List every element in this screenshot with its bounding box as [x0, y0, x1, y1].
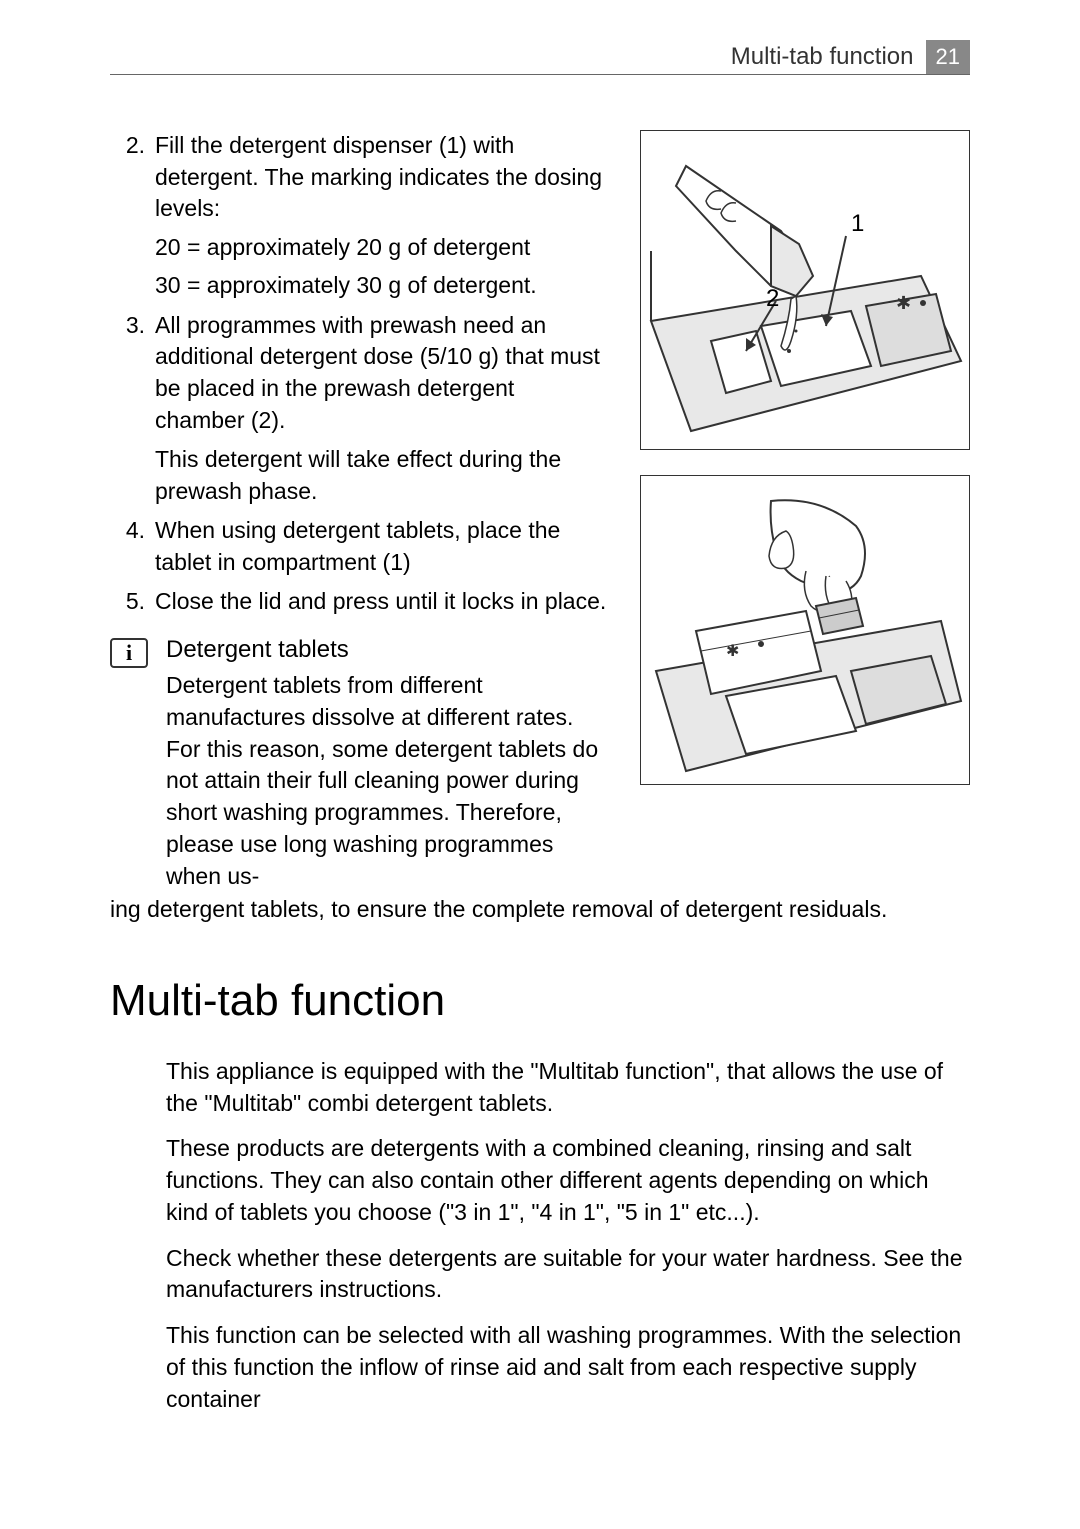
info-icon: i — [110, 638, 148, 668]
illustration-detergent-fill: ✱ — [641, 131, 971, 451]
info-icon-label: i — [126, 640, 132, 666]
fig1-label1: 1 — [851, 210, 864, 237]
right-column: ✱ — [640, 130, 970, 892]
list-item-4: 4. When using detergent tablets, place t… — [155, 515, 610, 578]
item-number: 5. — [110, 586, 145, 618]
item-text: When using detergent tablets, place the … — [155, 517, 560, 575]
list-item-5: 5. Close the lid and press until it lock… — [155, 586, 610, 618]
svg-text:✱: ✱ — [896, 293, 911, 313]
info-content: Detergent tablets Detergent tablets from… — [166, 636, 610, 892]
svg-text:✱: ✱ — [726, 643, 739, 660]
fig1-label2: 2 — [766, 285, 779, 312]
content-area: 2. Fill the detergent dispenser (1) with… — [110, 130, 970, 1429]
illustration-tablet-place: ✱ — [641, 476, 971, 786]
page-number: 21 — [926, 40, 970, 74]
section-p3: Check whether these detergents are suita… — [110, 1243, 970, 1306]
figure-detergent-fill: ✱ — [640, 130, 970, 450]
list-item-3: 3. All programmes with prewash need an a… — [155, 310, 610, 507]
info-body-part2: ing detergent tablets, to ensure the com… — [110, 894, 970, 926]
item-number: 4. — [110, 515, 145, 547]
two-column-layout: 2. Fill the detergent dispenser (1) with… — [110, 130, 970, 892]
list-item-2: 2. Fill the detergent dispenser (1) with… — [155, 130, 610, 302]
item-text: Fill the detergent dispenser (1) with de… — [155, 132, 602, 221]
figure-tablet-place: ✱ — [640, 475, 970, 785]
section-p1: This appliance is equipped with the "Mul… — [110, 1056, 970, 1119]
header-title: Multi-tab function — [731, 43, 914, 71]
item3-sub1: This detergent will take effect during t… — [155, 443, 610, 507]
instruction-list: 2. Fill the detergent dispenser (1) with… — [110, 130, 610, 618]
info-section: i Detergent tablets Detergent tablets fr… — [110, 636, 610, 892]
info-body-part1: Detergent tablets from different manufac… — [166, 670, 610, 892]
info-heading: Detergent tablets — [166, 636, 610, 664]
section-p2: These products are detergents with a com… — [110, 1133, 970, 1228]
item2-sub1: 20 = approximately 20 g of detergent — [155, 231, 610, 263]
section-heading: Multi-tab function — [110, 976, 970, 1026]
item-text: All programmes with prewash need an addi… — [155, 312, 600, 433]
item-number: 3. — [110, 310, 145, 342]
section-p4: This function can be selected with all w… — [110, 1320, 970, 1415]
item-text: Close the lid and press until it locks i… — [155, 588, 606, 614]
item2-sub2: 30 = approximately 30 g of detergent. — [155, 269, 610, 301]
page-header: Multi-tab function 21 — [110, 40, 970, 75]
item-number: 2. — [110, 130, 145, 162]
left-column: 2. Fill the detergent dispenser (1) with… — [110, 130, 610, 892]
